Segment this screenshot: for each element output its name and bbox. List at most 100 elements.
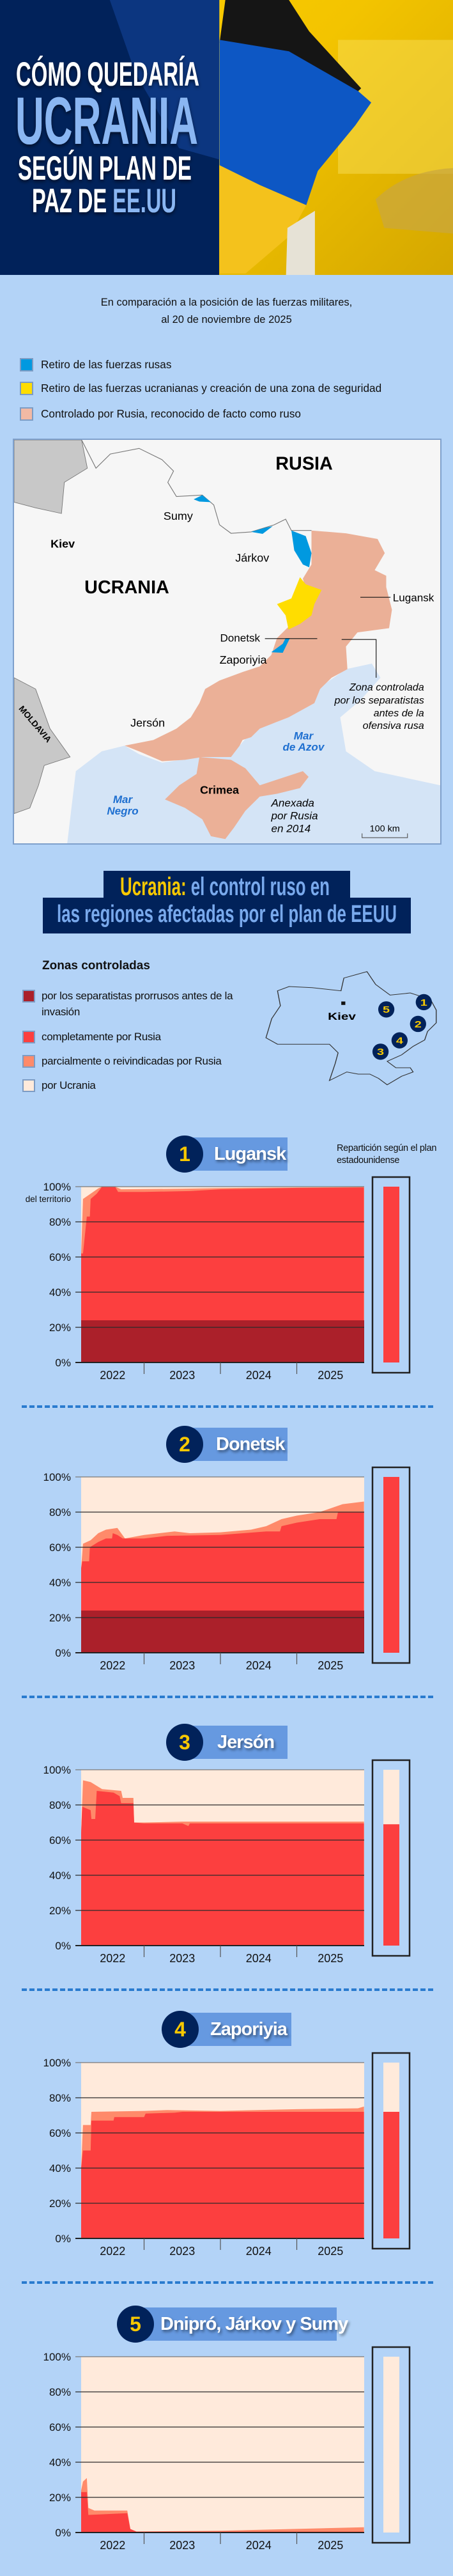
legend-label: por los separatistas prorrusos antes de … [42,990,233,1018]
flag-blue [219,40,372,205]
legend-swatch-blue [20,357,33,371]
area-full-russia [81,2492,364,2533]
hero-title-line4-a: PAZ DE [32,182,112,220]
ukraine-outline [265,971,437,1086]
russia-border [81,440,312,534]
regions-locator-map: Kiev 1 2 3 4 5 [265,971,437,1086]
map-legend-russia-controlled: Controlado por Rusia, reconocido de fact… [20,407,301,421]
legend-item-partial-russia: parcialmente o reivindicadas por Rusia [22,1053,222,1069]
section-title: Ucrania: el control ruso en las regiones… [57,873,397,928]
legend-label: Controlado por Rusia, reconocido de fact… [41,407,301,420]
x-tick-label: 2025 [318,2539,343,2552]
region-marker-3 [372,1043,389,1060]
hero-title-line2: UCRANIA [15,84,198,159]
zona-note-line: antes de la [374,708,424,719]
y-axis-label: del territorio [26,1194,71,1204]
x-tick-label: 2022 [100,2245,125,2258]
badge-title: Dnipró, Járkov y Sumy [160,2314,348,2334]
legend-item-separatists: por los separatistas prorrusos antes de … [22,988,240,1020]
y-tick-label: 0% [55,2527,71,2539]
legend-swatch-cream [22,1079,35,1092]
plan-bar-russia [383,1477,399,1653]
label-crimea: Crimea [200,784,240,797]
legend-swatch-red [22,1031,35,1043]
badge-number: 1 [166,1136,203,1173]
security-zone-area [277,577,322,630]
x-tick-label: 2024 [246,2245,272,2258]
plan-bar-russia [383,2112,399,2238]
x-tick-label: 2025 [318,1369,343,1382]
x-tick-label: 2022 [100,1369,125,1382]
chart-svg: 0% 20% 40% 60% 80% 100%del territorio 2022 2023… [26,1176,411,1382]
chart-kherson: 0% 20% 40% 60% 80% 100% 2022 2023 2024 2025 [0,1757,453,1978]
x-tick-label: 2025 [318,1659,343,1672]
moldova-area [14,677,71,814]
label-black-sea: Negro [107,805,138,817]
y-tick-label: 20% [49,1612,71,1624]
y-tick-label: 100% [43,1471,71,1483]
x-tick-label: 2022 [100,1659,125,1672]
annexed-note-line: en 2014 [272,822,311,834]
x-tick-label: 2022 [100,1952,125,1965]
badge-number: 4 [162,2011,199,2048]
label-russia: RUSIA [275,454,333,474]
chart-lugansk: 0% 20% 40% 60% 80% 100% del territorio 2022 2023… [0,1174,453,1394]
region-marker-2 [410,1015,426,1033]
section-divider [22,2281,433,2284]
badge-title: Donetsk [216,1434,285,1455]
badge-number: 3 [166,1724,203,1761]
region-marker-label: 1 [420,997,427,1008]
plan-bar-ukraine [383,2357,399,2533]
hero-photo [109,0,453,275]
chart-svg: 0% 20% 40% 60% 80% 100% 2022 2023 2024 2025 [43,1466,411,1672]
scale-label: 100 km [370,824,400,834]
label-kharkiv: Járkov [235,552,269,565]
area-full-russia [81,1187,364,1362]
x-tick-label: 2023 [169,1659,195,1672]
hero-title: CÓMO QUEDARÍA UCRANIA SEGÚN PLAN DE PAZ … [15,55,199,220]
region-marker-label: 2 [415,1019,422,1029]
x-tick-label: 2025 [318,1952,343,1965]
person-sweater [219,0,362,95]
annexed-note-line: Anexada [271,797,314,809]
area-ukraine [81,2357,364,2533]
belarus-area [14,440,88,514]
chart-4-badge: 4 Zaporiyia [162,2011,293,2048]
legend-swatch-pink [20,407,33,421]
y-tick-label: 80% [49,2386,71,2398]
flag-shadow [109,0,220,160]
x-tick-label: 2024 [246,1369,272,1382]
y-tick-label: 40% [49,1286,71,1299]
legend-swatch-yellow [20,381,33,395]
crimea-area [165,756,309,839]
car-shape [375,168,453,234]
region-marker-1 [415,994,432,1011]
y-tick-label: 60% [49,1542,71,1554]
badge-box [180,2013,291,2046]
x-tick-label: 2024 [246,1659,272,1672]
zona-note-line: Zona controlada [349,682,424,693]
section-divider [22,1988,433,1991]
section-title-rest: el control ruso en [187,873,330,901]
y-tick-label: 100% [43,2351,71,2363]
label-azov-sea: Mar [294,730,314,742]
chart-svg: 0% 20% 40% 60% 80% 100% 2022 2023 2024 2025 [43,2346,411,2552]
section-title-box-bottom [43,898,411,933]
legend-swatch-dark-red [22,990,35,1003]
badge-title: Zaporiyia [210,2019,288,2040]
section-title-highlight: Ucrania: [120,873,187,901]
plan-bar-frame [371,1176,411,1374]
chart-svg: 0% 20% 40% 60% 80% 100% 2022 2023 2024 2025 [43,1759,411,1965]
subtitle-line2: al 20 de noviembre de 2025 [161,314,292,325]
chart-dnipro-kharkiv-sumy: 0% 20% 40% 60% 80% 100% 2022 2023 2024 2025 [0,2344,453,2564]
x-tick-label: 2024 [246,2539,272,2552]
label-zaporizhzhia: Zaporiyia [220,653,267,666]
map-legend-russian-withdrawal: Retiro de las fuerzas rusas [20,357,171,371]
y-tick-label: 40% [49,2162,71,2174]
legend-label: parcialmente o reivindicadas por Rusia [42,1055,222,1067]
hero-title-line4-b: EE.UU [112,182,176,220]
zona-leader-line [341,639,377,678]
plan-bar-frame [371,1759,411,1957]
legend-label: completamente por Rusia [42,1031,161,1043]
x-tick-label: 2023 [169,1952,195,1965]
